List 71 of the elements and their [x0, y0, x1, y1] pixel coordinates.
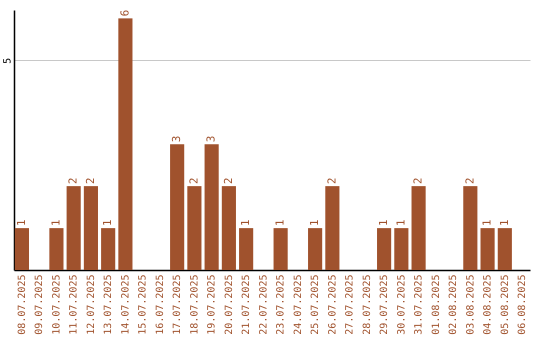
data-label: 1 [49, 219, 62, 226]
bar [101, 228, 116, 270]
x-tick-label: 28.07.2025 [362, 274, 373, 335]
x-tick-label: 01.08.2025 [430, 274, 442, 335]
x-tick-label: 16.07.2025 [154, 274, 166, 335]
x-tick-label: 30.07.2025 [396, 274, 408, 335]
x-tick-label: 22.07.2025 [258, 274, 270, 335]
x-tick-label: 31.07.2025 [414, 274, 425, 335]
bar [118, 18, 132, 270]
data-label: 1 [377, 219, 390, 226]
data-label: 1 [498, 219, 511, 226]
bar [49, 228, 64, 270]
data-label: 2 [66, 178, 80, 184]
data-label: 1 [308, 219, 322, 226]
bar [170, 144, 184, 270]
bar [394, 228, 408, 270]
x-tick-label: 13.07.2025 [103, 274, 114, 335]
x-tick-label: 25.07.2025 [310, 274, 322, 335]
bar [204, 144, 219, 270]
bar [222, 186, 236, 270]
x-tick-label: 26.07.2025 [327, 274, 338, 335]
data-label: 2 [222, 178, 235, 184]
data-label: 2 [187, 178, 200, 184]
data-label: 2 [84, 178, 97, 184]
bar [412, 186, 426, 270]
x-tick-label: 14.07.2025 [120, 274, 132, 335]
x-tick-label: 06.08.2025 [517, 274, 528, 335]
bar [274, 228, 288, 270]
x-tick-label: 23.07.2025 [276, 274, 287, 335]
x-tick-label: 21.07.2025 [241, 274, 252, 335]
data-label: 1 [274, 219, 287, 226]
bar [187, 186, 202, 270]
data-label: 2 [325, 178, 338, 184]
bar [498, 228, 512, 270]
x-tick-label: 27.07.2025 [344, 274, 356, 335]
x-tick-label: 15.07.2025 [138, 274, 149, 335]
bar [66, 186, 81, 270]
bar [377, 228, 392, 270]
bar [239, 228, 254, 270]
x-tick-label: 20.07.2025 [224, 274, 235, 335]
data-label: 2 [463, 178, 476, 184]
data-label: 3 [170, 136, 184, 142]
x-tick-label: 03.08.2025 [465, 274, 476, 335]
data-label: 1 [394, 219, 408, 226]
data-label: 1 [480, 219, 494, 226]
bar [14, 228, 30, 270]
bar [463, 186, 478, 270]
y-tick-label: 5 [2, 58, 14, 64]
data-label: 6 [118, 10, 132, 16]
x-tick-label: 02.08.2025 [448, 274, 460, 335]
x-tick-label: 10.07.2025 [51, 274, 62, 335]
data-label: 1 [101, 219, 114, 226]
x-tick-label: 11.07.2025 [68, 274, 80, 335]
x-tick-label: 19.07.2025 [206, 274, 218, 335]
x-tick-label: 18.07.2025 [189, 274, 200, 335]
x-tick-label: 05.08.2025 [500, 274, 511, 335]
x-tick-label: 08.07.2025 [16, 274, 28, 335]
x-tick-label: 12.07.2025 [86, 274, 97, 335]
bar [325, 186, 340, 270]
x-tick-label: 29.07.2025 [379, 274, 390, 335]
data-label: 2 [412, 178, 425, 184]
x-tick-label: 24.07.2025 [292, 274, 304, 335]
data-label: 3 [204, 136, 218, 142]
x-tick-label: 17.07.2025 [172, 274, 184, 335]
bar [308, 228, 322, 270]
bar [480, 228, 495, 270]
data-label: 1 [14, 219, 28, 226]
data-label: 1 [239, 219, 252, 226]
x-tick-label: 09.07.2025 [34, 274, 46, 335]
bar [84, 186, 98, 270]
x-tick-label: 04.08.2025 [482, 274, 494, 335]
